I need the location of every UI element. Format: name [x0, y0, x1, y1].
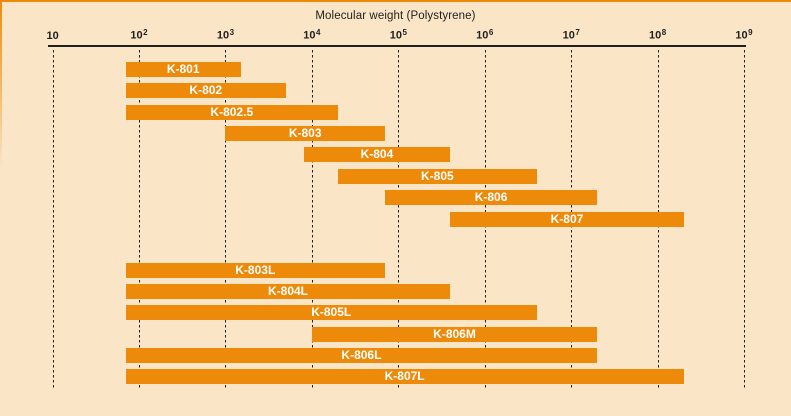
bar-label: K-802.5 — [210, 104, 254, 119]
page-top-border — [0, 0, 791, 2]
bar-label: K-801 — [166, 61, 200, 76]
range-bar-k-803l: K-803L — [125, 262, 385, 278]
bar-label: K-803L — [235, 262, 276, 277]
chart-title: Molecular weight (Polystyrene) — [315, 10, 476, 22]
range-bar-k-805l: K-805L — [125, 305, 537, 321]
axis-tick-10e9: 109 — [735, 28, 753, 42]
gridline-10e5 — [398, 50, 400, 390]
bar-label: K-802 — [189, 83, 223, 98]
bar-label: K-806L — [341, 347, 382, 362]
axis-tick-10e3: 103 — [216, 28, 235, 42]
range-bar-k-806l: K-806L — [125, 347, 598, 363]
range-bar-k-804: K-804 — [303, 147, 451, 163]
range-bar-k-804l: K-804L — [125, 284, 451, 299]
bar-label: K-805 — [421, 168, 454, 183]
bar-label: K-807L — [384, 369, 425, 384]
gridline-10e9 — [744, 50, 746, 390]
axis-tick-10e4: 104 — [303, 28, 321, 42]
range-bar-k-802: K-802 — [125, 83, 286, 99]
x-axis-line — [48, 45, 746, 47]
range-bar-k-806m: K-806M — [311, 326, 598, 342]
bar-label: K-804L — [267, 284, 308, 298]
axis-tick-10e7: 107 — [562, 28, 580, 42]
axis-tick-10e2: 102 — [130, 28, 148, 42]
range-bar-k-802.5: K-802.5 — [125, 104, 338, 120]
page-left-border — [0, 0, 2, 170]
range-bar-k-803: K-803 — [225, 125, 385, 141]
gridline-10e3 — [225, 50, 227, 390]
bar-label: K-806 — [474, 190, 508, 205]
bar-label: K-804 — [360, 147, 394, 162]
axis-tick-10e1: 10 — [46, 30, 59, 42]
range-bar-k-805: K-805 — [337, 168, 537, 184]
axis-tick-10e6: 106 — [476, 28, 494, 42]
bar-label: K-807 — [550, 211, 584, 226]
axis-tick-10e5: 105 — [389, 28, 407, 42]
gridline-10e1 — [52, 50, 54, 390]
axis-tick-10e8: 108 — [649, 28, 667, 42]
bar-label: K-805L — [311, 305, 352, 320]
range-bar-k-807: K-807 — [450, 211, 684, 227]
gridline-10e4 — [311, 50, 313, 390]
bar-label: K-806M — [433, 326, 476, 341]
range-bar-k-806: K-806 — [384, 190, 598, 206]
x-axis-tick-labels: 10 102 103 104 105 106 107 108 109 — [0, 28, 791, 44]
bar-label: K-803 — [288, 125, 322, 140]
gridline-10e2 — [139, 50, 141, 390]
range-bar-k-801: K-801 — [125, 61, 241, 77]
range-bar-k-807l: K-807L — [125, 369, 684, 385]
